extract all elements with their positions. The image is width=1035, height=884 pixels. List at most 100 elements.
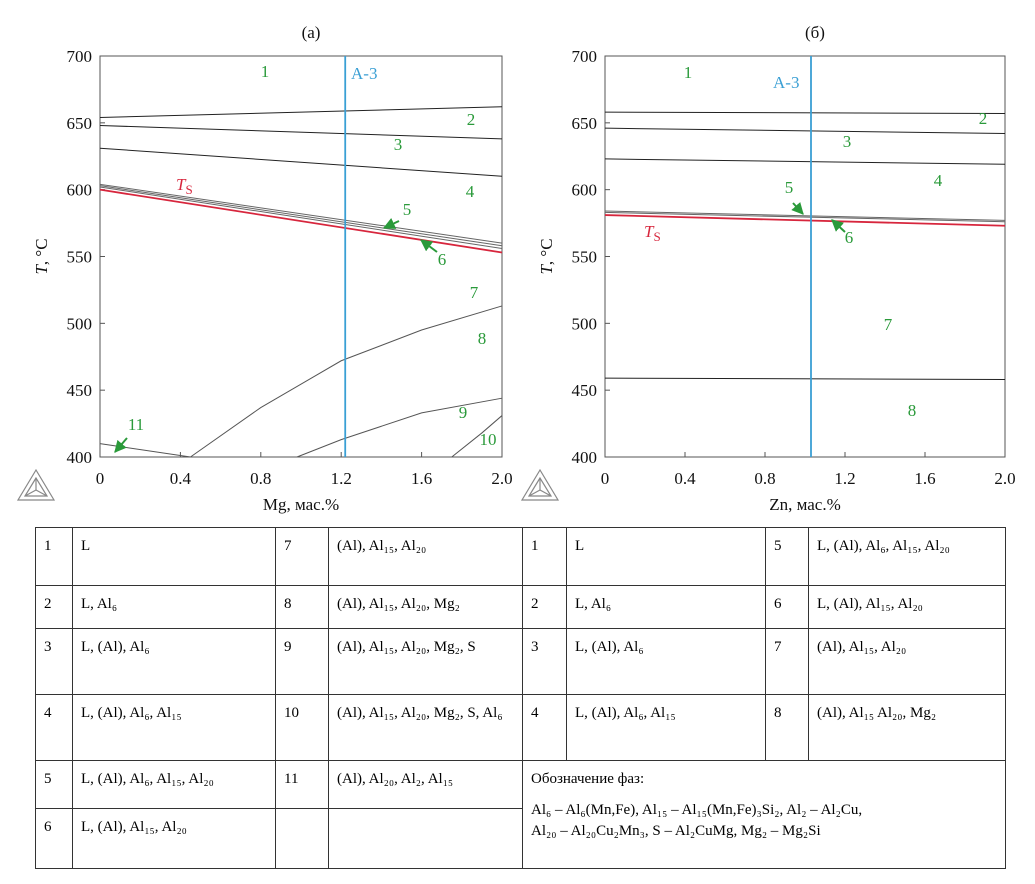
x-tick-label: 1.2: [331, 469, 352, 488]
table-cell: 9: [275, 628, 329, 695]
legend-line: Al₂₀ – Al₂₀Cu₂Mn₃, S – Al₂CuMg, Mg₂ – Mg…: [531, 823, 821, 839]
table-row: 6 L, (Al), Al₁₅, Al₂₀: [35, 808, 1006, 869]
table-cell: [275, 808, 329, 869]
region-label: 1: [684, 63, 693, 82]
region-label: 8: [478, 329, 487, 348]
logo: [520, 468, 560, 501]
legend-line: Al₆ – Al₆(Mn,Fe), Al₁₅ – Al₁₅(Mn,Fe)₃Si₂…: [531, 802, 863, 818]
phase-line: [296, 397, 503, 458]
table-cell: L: [566, 527, 766, 586]
region-label: 6: [845, 228, 854, 247]
line-label: A-3: [773, 73, 799, 92]
y-tick-label: 600: [572, 181, 598, 200]
table-cell: 4: [35, 694, 73, 761]
phase-line: [99, 183, 503, 244]
region-label: 1: [261, 62, 270, 81]
table-cell: L, (Al), Al₁₅, Al₂₀: [72, 808, 276, 869]
region-label: 2: [467, 110, 476, 129]
region-label: 3: [394, 135, 403, 154]
y-tick-label: 400: [67, 448, 93, 467]
phase-line: [99, 125, 503, 140]
phase-line: [99, 443, 191, 458]
x-tick-label: 2.0: [994, 469, 1015, 488]
table-cell: (Al), Al₁₅ Al₂₀, Mg₂: [808, 694, 1006, 761]
phase-line: [604, 127, 1006, 135]
y-tick-label: 500: [67, 314, 93, 333]
phase-table: 1 L 7 (Al), Al₁₅, Al₂₀ 1 L 5 L, (Al), Al₆, Al₁₅…: [35, 527, 1006, 869]
region-label: 11: [128, 415, 144, 434]
logo: [16, 468, 56, 501]
line-label: A-3: [351, 64, 377, 83]
y-tick-label: 500: [572, 314, 598, 333]
x-tick-label: 1.2: [834, 469, 855, 488]
table-cell: 2: [522, 585, 567, 629]
legend-title: Обозначение фаз:: [531, 771, 645, 787]
region-label: 7: [884, 315, 893, 334]
legend-cell: Обозначение фаз: Al₆ – Al₆(Mn,Fe), Al₁₅ –…: [522, 760, 1006, 869]
table-cell: (Al), Al₁₅, Al₂₀, Mg₂: [328, 585, 523, 629]
x-axis-label: Mg, мас.%: [263, 495, 339, 514]
chart-title: (б): [805, 23, 825, 42]
table-cell: 2: [35, 585, 73, 629]
table-cell: 5: [765, 527, 809, 586]
chart: (а) Mg, мас.% T, °C 400 450 500 550 600 650 700 0 0…: [32, 23, 513, 514]
x-tick-label: 0.8: [754, 469, 775, 488]
phase-line: [604, 158, 1006, 165]
table-cell: 7: [765, 628, 809, 695]
table-cell: L, (Al), Al₁₅, Al₂₀: [808, 585, 1006, 629]
table-cell: (Al), Al₁₅, Al₂₀, Mg₂, S, Al₆: [328, 694, 523, 761]
phase-line: [604, 211, 1006, 223]
region-label: 4: [466, 182, 475, 201]
table-cell: 8: [765, 694, 809, 761]
region-label: 7: [470, 283, 479, 302]
table-cell: L, (Al), Al₆, Al₁₅: [72, 694, 276, 761]
table-cell: 7: [275, 527, 329, 586]
phase-line: [604, 210, 1006, 221]
phase-line: [99, 188, 503, 254]
table-cell: 11: [275, 760, 329, 809]
y-tick-label: 700: [67, 47, 93, 66]
region-label: 8: [908, 401, 917, 420]
table-row: 5 L, (Al), Al₆, Al₁₅, Al₂₀ 11 (Al), Al₂₀, A…: [35, 760, 1006, 869]
x-tick-label: 0.4: [170, 469, 192, 488]
table-cell: L, (Al), Al₆: [72, 628, 276, 695]
y-tick-label: 450: [572, 381, 598, 400]
line-label: TS: [176, 175, 193, 197]
arrow: [382, 217, 400, 229]
y-tick-label: 450: [67, 381, 93, 400]
table-cell: (Al), Al₁₅, Al₂₀: [328, 527, 523, 586]
phase-line: [99, 147, 503, 177]
table-cell: L, (Al), Al₆, Al₁₅, Al₂₀: [808, 527, 1006, 586]
phase-line: [604, 111, 1006, 114]
region-label: 9: [459, 403, 468, 422]
table-cell: L, Al₆: [72, 585, 276, 629]
y-axis-label: T, °C: [32, 238, 51, 274]
table-cell: 6: [35, 808, 73, 869]
x-tick-label: 0: [96, 469, 105, 488]
x-tick-label: 0.4: [674, 469, 696, 488]
phase-line: [190, 305, 503, 458]
table-cell: 3: [522, 628, 567, 695]
table-cell: [328, 808, 523, 869]
table-cell: L, (Al), Al₆: [566, 628, 766, 695]
table-row: 4 L, (Al), Al₆, Al₁₅ 10 (Al), Al₁₅, Al₂₀, M…: [35, 694, 1006, 761]
x-tick-label: 0: [601, 469, 610, 488]
table-cell: L: [72, 527, 276, 586]
x-axis-label: Zn, мас.%: [769, 495, 841, 514]
region-label: 3: [843, 132, 852, 151]
region-label: 10: [480, 430, 497, 449]
x-tick-label: 2.0: [491, 469, 512, 488]
y-tick-label: 650: [572, 114, 598, 133]
table-cell: (Al), Al₁₅, Al₂₀, Mg₂, S: [328, 628, 523, 695]
y-tick-label: 700: [572, 47, 598, 66]
phase-line: [99, 185, 503, 247]
line-label: TS: [644, 222, 661, 244]
phase-line: [451, 415, 503, 458]
y-axis-label: T, °C: [537, 238, 556, 274]
chart: (б) Zn, мас.% T, °C 400 450 500 550 600 650 700 0 0…: [537, 23, 1016, 514]
table-cell: L, (Al), Al₆, Al₁₅, Al₂₀: [72, 760, 276, 809]
x-tick-label: 1.6: [411, 469, 432, 488]
table-cell: 4: [522, 694, 567, 761]
